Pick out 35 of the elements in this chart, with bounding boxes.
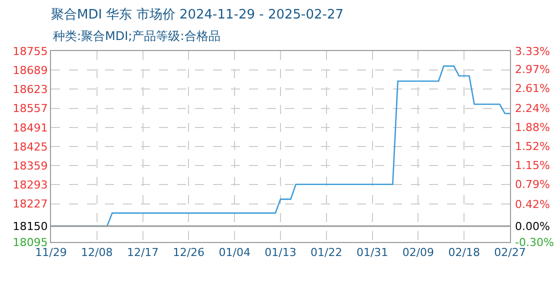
y2-tick-label: 1.88% xyxy=(515,121,550,134)
x-tick-label: 12/17 xyxy=(126,246,159,260)
x-tick-label: 12/26 xyxy=(172,246,205,260)
y-tick-label: 18150 xyxy=(12,220,48,233)
y-tick-label: 18689 xyxy=(12,64,48,77)
x-tick-label: 02/18 xyxy=(448,246,480,260)
y2-tick-label: 2.61% xyxy=(515,82,550,95)
x-tick-label: 01/22 xyxy=(310,246,342,260)
chart-subtitle: 种类:聚合MDI;产品等级:合格品 xyxy=(53,29,220,43)
x-tick-label: 11/29 xyxy=(35,246,67,260)
x-tick-label: 02/09 xyxy=(402,246,434,260)
y2-tick-label: 1.52% xyxy=(515,140,550,153)
y2-tick-label: -0.30% xyxy=(515,236,554,249)
x-tick-label: 01/04 xyxy=(218,246,250,260)
y-tick-label: 18623 xyxy=(12,83,48,96)
x-tick-label: 12/08 xyxy=(81,246,113,260)
y-tick-label: 18755 xyxy=(12,44,48,58)
chart-title: 聚合MDI 华东 市场价 2024-11-29 - 2025-02-27 xyxy=(51,8,344,23)
y2-tick-label: 2.97% xyxy=(515,63,550,76)
x-tick-label: 01/13 xyxy=(264,246,296,260)
y2-tick-label: 1.15% xyxy=(515,159,550,172)
y-tick-label: 18557 xyxy=(12,102,48,116)
y2-tick-label: 0.00% xyxy=(515,220,550,233)
y-tick-label: 18293 xyxy=(12,178,48,192)
y-tick-label: 18425 xyxy=(12,140,48,154)
y2-tick-label: 2.24% xyxy=(515,102,550,115)
y-tick-label: 18359 xyxy=(12,159,48,172)
y2-tick-label: 0.42% xyxy=(515,198,550,211)
y2-tick-label: 0.79% xyxy=(515,178,550,191)
x-tick-label: 02/27 xyxy=(494,246,526,260)
y-tick-label: 18227 xyxy=(12,198,48,211)
y-tick-label: 18491 xyxy=(12,121,48,134)
y-tick-label: 18095 xyxy=(12,236,48,249)
y2-tick-label: 3.33% xyxy=(515,45,550,58)
x-tick-label: 01/31 xyxy=(356,246,388,260)
